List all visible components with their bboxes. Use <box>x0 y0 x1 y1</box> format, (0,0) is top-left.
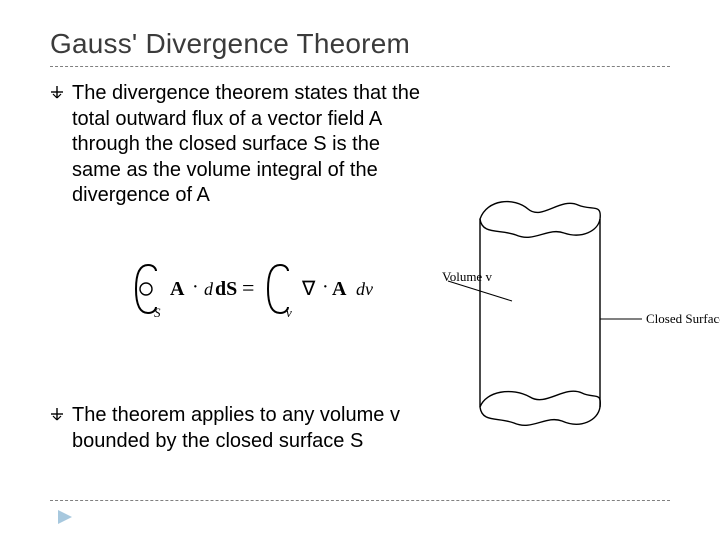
figure-label-volume: Volume v <box>442 269 492 284</box>
svg-text:d: d <box>204 279 214 299</box>
eq-rhs-dot: · <box>322 276 329 298</box>
eq-rhs-dv: dv <box>356 279 373 299</box>
figure-label-surface: Closed Surface S <box>646 311 720 326</box>
bullet-item-2: The theorem applies to any volume v boun… <box>50 403 412 454</box>
eq-nabla: ∇ <box>301 278 316 300</box>
eq-sub-s: S <box>154 305 161 320</box>
eq-sub-v: v <box>286 305 292 320</box>
bullet-text-1: The divergence theorem states that the t… <box>72 81 432 209</box>
bullet-glyph-icon <box>50 403 72 421</box>
equation-block: S A · d dS = v ∇ · A dv <box>118 259 398 326</box>
eq-lhs-A: A <box>170 278 185 300</box>
eq-equals: = <box>242 275 254 300</box>
figure-cylinder: Volume v Closed Surface S <box>442 169 720 459</box>
eq-rhs-A: A <box>332 278 347 300</box>
page-title: Gauss' Divergence Theorem <box>50 28 670 60</box>
eq-lhs-dot: · <box>192 276 199 298</box>
bullet-text-2: The theorem applies to any volume v boun… <box>72 403 412 454</box>
title-divider <box>50 66 670 67</box>
bullet-glyph-icon <box>50 81 72 99</box>
bottom-divider <box>50 500 670 501</box>
slide-marker-icon <box>58 510 74 524</box>
eq-lhs-dS: dS <box>215 278 237 300</box>
